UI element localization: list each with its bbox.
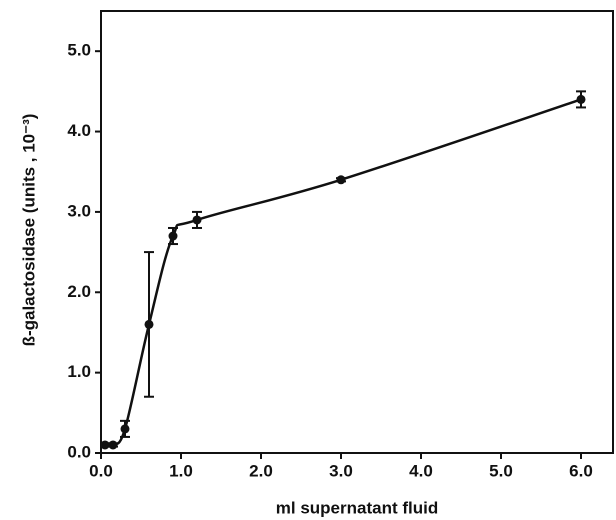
y-tick-label: 4.0 (67, 121, 91, 140)
x-tick-label: 4.0 (409, 461, 433, 480)
y-axis-title: ß-galactosidase (units , 10⁻³) (19, 114, 38, 347)
y-tick-label: 1.0 (67, 362, 91, 381)
y-tick-label: 0.0 (67, 442, 91, 461)
x-tick-label: 6.0 (569, 461, 593, 480)
x-tick-label: 1.0 (169, 461, 193, 480)
data-point (576, 94, 586, 104)
data-point (144, 319, 154, 329)
data-point (168, 231, 178, 241)
x-tick-label: 3.0 (329, 461, 353, 480)
x-tick-label: 5.0 (489, 461, 513, 480)
data-point (120, 424, 130, 434)
x-tick-label: 0.0 (89, 461, 113, 480)
y-tick-label: 3.0 (67, 201, 91, 220)
data-point (108, 440, 118, 450)
data-point (336, 175, 346, 185)
x-axis-title: ml supernatant fluid (276, 498, 438, 517)
y-tick-label: 2.0 (67, 282, 91, 301)
data-point (192, 215, 202, 225)
x-tick-label: 2.0 (249, 461, 273, 480)
data-point (100, 440, 110, 450)
plot-frame (100, 10, 614, 454)
y-tick-label: 5.0 (67, 41, 91, 60)
data-line (104, 98, 582, 448)
